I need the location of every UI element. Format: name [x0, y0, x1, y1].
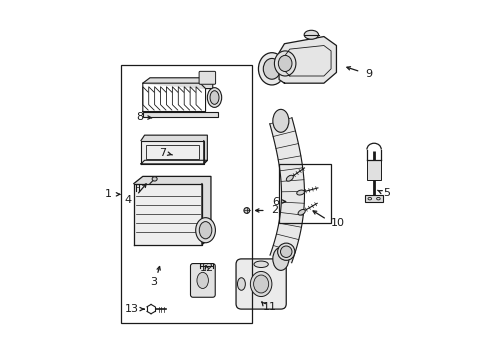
Ellipse shape — [298, 210, 305, 215]
Text: 12: 12 — [200, 263, 215, 273]
Ellipse shape — [297, 190, 304, 195]
Ellipse shape — [238, 278, 245, 290]
Ellipse shape — [244, 208, 250, 213]
Polygon shape — [143, 78, 213, 89]
Polygon shape — [134, 176, 211, 244]
Ellipse shape — [273, 109, 289, 132]
Text: 8: 8 — [137, 112, 144, 122]
Polygon shape — [134, 184, 202, 244]
Text: 9: 9 — [365, 69, 372, 79]
Bar — [143, 112, 218, 117]
Ellipse shape — [207, 87, 221, 107]
Ellipse shape — [258, 53, 285, 85]
Text: 3: 3 — [150, 277, 157, 287]
Ellipse shape — [250, 271, 272, 297]
Text: 1: 1 — [104, 189, 112, 199]
Ellipse shape — [254, 261, 269, 267]
Polygon shape — [270, 118, 304, 263]
Ellipse shape — [278, 243, 295, 260]
Bar — [147, 145, 199, 159]
Ellipse shape — [152, 177, 157, 181]
Ellipse shape — [196, 218, 216, 243]
Text: 11: 11 — [262, 302, 276, 312]
Bar — [122, 65, 252, 323]
FancyBboxPatch shape — [199, 71, 216, 84]
Ellipse shape — [280, 246, 292, 257]
Polygon shape — [279, 37, 337, 83]
Text: 5: 5 — [383, 188, 390, 198]
Ellipse shape — [263, 58, 280, 79]
Polygon shape — [141, 160, 207, 164]
Bar — [279, 164, 331, 223]
FancyBboxPatch shape — [191, 264, 215, 297]
Bar — [365, 195, 383, 202]
Polygon shape — [141, 135, 207, 164]
Text: 7: 7 — [159, 148, 166, 158]
Text: 4: 4 — [125, 195, 132, 205]
Ellipse shape — [278, 55, 292, 72]
Ellipse shape — [199, 222, 212, 239]
Ellipse shape — [197, 273, 208, 288]
Text: 6: 6 — [273, 197, 280, 207]
Ellipse shape — [274, 51, 296, 76]
Text: 13: 13 — [125, 304, 139, 314]
Polygon shape — [141, 140, 204, 164]
Ellipse shape — [286, 175, 294, 181]
Ellipse shape — [304, 30, 319, 39]
Text: 2: 2 — [271, 206, 278, 216]
FancyBboxPatch shape — [236, 259, 286, 309]
Text: 10: 10 — [331, 218, 344, 228]
Ellipse shape — [210, 91, 219, 104]
Ellipse shape — [273, 247, 289, 270]
Ellipse shape — [254, 275, 269, 293]
Bar — [367, 160, 381, 180]
